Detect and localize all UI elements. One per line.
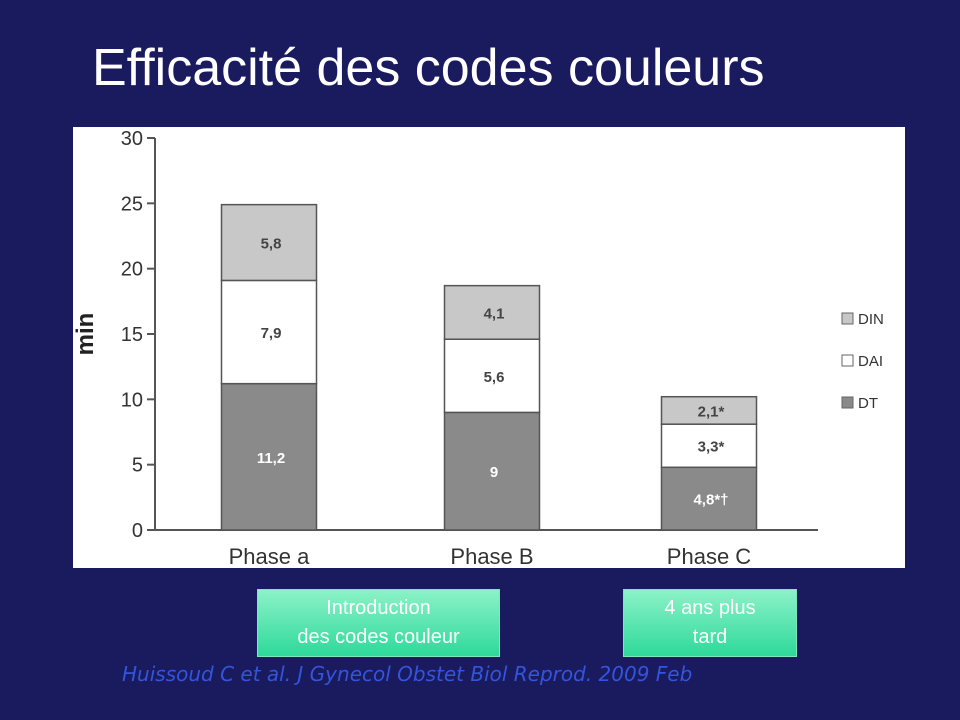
y-tick-label: 20 bbox=[121, 259, 143, 281]
slide-title: Efficacité des codes couleurs bbox=[92, 39, 765, 97]
bar-segment-dt bbox=[220, 382, 318, 531]
bar-segment-din bbox=[220, 203, 318, 282]
note-box-introduction: Introduction des codes couleur bbox=[257, 589, 500, 657]
legend-swatch-dai bbox=[841, 354, 854, 367]
bar-data-label: 5,8 bbox=[261, 236, 282, 253]
note-line: 4 ans plus bbox=[664, 597, 756, 619]
bar-data-label: 7,9 bbox=[261, 325, 282, 342]
bar-data-label: 3,3* bbox=[698, 439, 725, 456]
legend-label: DIN bbox=[858, 311, 884, 328]
citation: Huissoud C et al. J Gynecol Obstet Biol … bbox=[122, 662, 693, 686]
y-tick-label: 30 bbox=[121, 128, 143, 150]
bar-segment-dai bbox=[220, 279, 318, 385]
y-axis-label: min bbox=[73, 313, 99, 356]
y-tick-label: 0 bbox=[132, 520, 143, 542]
legend-swatch-dt bbox=[841, 396, 854, 409]
note-line: tard bbox=[692, 626, 728, 648]
bar-data-label: 4,8*† bbox=[693, 492, 728, 509]
y-tick-label: 10 bbox=[121, 389, 143, 411]
bar-segment-din bbox=[443, 284, 541, 340]
bar-segment-dt bbox=[443, 411, 541, 531]
legend-label: DAI bbox=[858, 353, 883, 370]
note-line: Introduction bbox=[326, 597, 431, 619]
x-category-label: Phase B bbox=[450, 544, 533, 568]
y-tick-label: 15 bbox=[121, 324, 143, 346]
bar-data-label: 4,1 bbox=[484, 305, 505, 322]
bar-data-label: 2,1* bbox=[698, 403, 725, 420]
note-box-four-years-later: 4 ans plus tard bbox=[623, 589, 797, 657]
bar-segment-dai bbox=[660, 423, 758, 469]
x-category-label: Phase a bbox=[229, 544, 310, 568]
bar-data-label: 11,2 bbox=[257, 450, 285, 467]
y-tick-label: 25 bbox=[121, 193, 143, 215]
note-line: des codes couleur bbox=[297, 626, 460, 648]
chart-panel: 0 5 10 15 20 25 30 min Phase a Phase B Phase C 11,… bbox=[73, 127, 905, 568]
bar-segment-dai bbox=[443, 338, 541, 414]
stacked-bar-chart: 0 5 10 15 20 25 30 min Phase a Phase B Phase C 11,… bbox=[73, 128, 884, 568]
legend-label: DT bbox=[858, 395, 878, 412]
x-category-label: Phase C bbox=[667, 544, 751, 568]
y-tick-label: 5 bbox=[132, 455, 143, 477]
bar-data-label: 5,6 bbox=[484, 369, 505, 386]
bar-data-label: 9 bbox=[490, 464, 498, 481]
bar-segment-din bbox=[660, 395, 758, 425]
legend-swatch-din bbox=[841, 312, 854, 325]
